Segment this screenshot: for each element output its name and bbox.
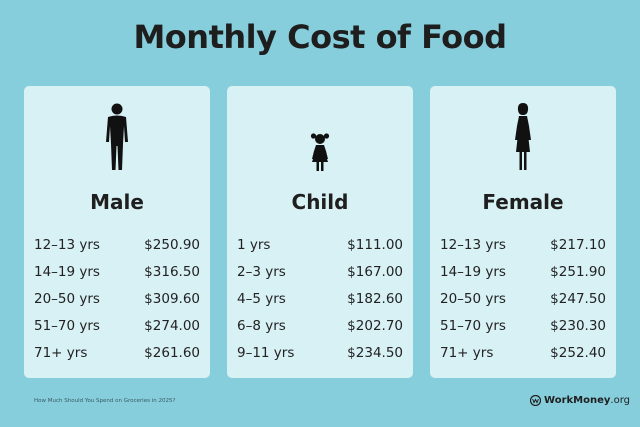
card-title-male: Male <box>90 190 144 214</box>
list-item: 2–3 yrs $167.00 <box>237 262 403 289</box>
cost-value: $247.50 <box>550 291 606 307</box>
cost-value: $182.60 <box>347 291 403 307</box>
age-range: 2–3 yrs <box>237 264 286 280</box>
workmoney-logo-icon <box>530 395 542 406</box>
list-item: 4–5 yrs $182.60 <box>237 289 403 316</box>
age-range: 51–70 yrs <box>34 318 100 334</box>
list-item: 20–50 yrs $309.60 <box>34 289 200 316</box>
woman-silhouette-icon <box>430 96 616 176</box>
brand-logo: WorkMoney.org <box>530 395 630 406</box>
male-card: Male 12–13 yrs $250.90 14–19 yrs $316.50 2… <box>24 86 210 378</box>
cost-value: $217.10 <box>550 237 606 253</box>
cost-value: $230.30 <box>550 318 606 334</box>
cost-value: $250.90 <box>144 237 200 253</box>
list-item: 12–13 yrs $250.90 <box>34 235 200 262</box>
man-silhouette-icon <box>24 96 210 176</box>
age-range: 9–11 yrs <box>237 345 295 361</box>
cost-value: $274.00 <box>144 318 200 334</box>
list-item: 51–70 yrs $274.00 <box>34 316 200 343</box>
list-item: 6–8 yrs $202.70 <box>237 316 403 343</box>
age-range: 20–50 yrs <box>440 291 506 307</box>
cost-value: $316.50 <box>144 264 200 280</box>
brand-name: WorkMoney <box>544 395 611 406</box>
age-range: 1 yrs <box>237 237 271 253</box>
card-title-female: Female <box>482 190 564 214</box>
list-item: 9–11 yrs $234.50 <box>237 343 403 370</box>
age-range: 12–13 yrs <box>440 237 506 253</box>
age-range: 20–50 yrs <box>34 291 100 307</box>
list-item: 20–50 yrs $247.50 <box>440 289 606 316</box>
cost-value: $167.00 <box>347 264 403 280</box>
cost-value: $202.70 <box>347 318 403 334</box>
cost-list-male: 12–13 yrs $250.90 14–19 yrs $316.50 20–50 … <box>34 235 200 370</box>
age-range: 12–13 yrs <box>34 237 100 253</box>
list-item: 14–19 yrs $251.90 <box>440 262 606 289</box>
age-range: 6–8 yrs <box>237 318 286 334</box>
cost-value: $111.00 <box>347 237 403 253</box>
age-range: 71+ yrs <box>34 345 88 361</box>
list-item: 12–13 yrs $217.10 <box>440 235 606 262</box>
cost-list-child: 1 yrs $111.00 2–3 yrs $167.00 4–5 yrs $182.… <box>237 235 403 370</box>
cost-value: $309.60 <box>144 291 200 307</box>
age-range: 14–19 yrs <box>34 264 100 280</box>
list-item: 71+ yrs $261.60 <box>34 343 200 370</box>
list-item: 1 yrs $111.00 <box>237 235 403 262</box>
cost-list-female: 12–13 yrs $217.10 14–19 yrs $251.90 20–50 … <box>440 235 606 370</box>
age-range: 14–19 yrs <box>440 264 506 280</box>
child-silhouette-icon <box>227 96 413 176</box>
cost-value: $251.90 <box>550 264 606 280</box>
cost-value: $252.40 <box>550 345 606 361</box>
age-range: 4–5 yrs <box>237 291 286 307</box>
age-range: 71+ yrs <box>440 345 494 361</box>
age-range: 51–70 yrs <box>440 318 506 334</box>
list-item: 71+ yrs $252.40 <box>440 343 606 370</box>
female-card: Female 12–13 yrs $217.10 14–19 yrs $251.90… <box>430 86 616 378</box>
list-item: 14–19 yrs $316.50 <box>34 262 200 289</box>
child-card: Child 1 yrs $111.00 2–3 yrs $167.00 4–5 yr… <box>227 86 413 378</box>
cost-value: $261.60 <box>144 345 200 361</box>
brand-tld: .org <box>610 395 630 406</box>
card-title-child: Child <box>291 190 349 214</box>
source-caption: How Much Should You Spend on Groceries i… <box>34 398 176 404</box>
cost-value: $234.50 <box>347 345 403 361</box>
page-title: Monthly Cost of Food <box>133 18 507 56</box>
list-item: 51–70 yrs $230.30 <box>440 316 606 343</box>
